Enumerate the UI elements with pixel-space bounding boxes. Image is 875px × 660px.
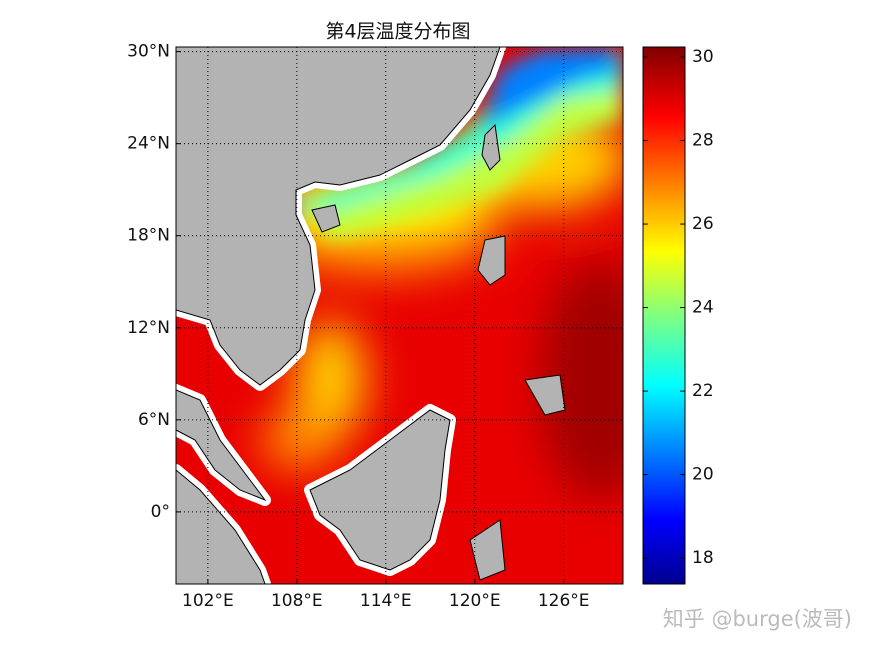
colorbar bbox=[642, 46, 686, 585]
colorbar-label: 22 bbox=[692, 381, 714, 401]
map-frame bbox=[175, 46, 624, 585]
land-masses bbox=[176, 47, 566, 584]
x-tick-label: 102°E bbox=[182, 591, 234, 611]
y-tick-label: 24°N bbox=[127, 134, 170, 154]
y-tick-label: 0° bbox=[151, 502, 170, 522]
x-tick-label: 120°E bbox=[449, 591, 501, 611]
y-tick-label: 18°N bbox=[127, 226, 170, 246]
y-tick-label: 30°N bbox=[127, 42, 170, 62]
watermark: 知乎 @burge(波哥) bbox=[663, 607, 852, 631]
x-tick-label: 114°E bbox=[360, 591, 412, 611]
colorbar-label: 28 bbox=[692, 131, 714, 151]
colorbar-label: 18 bbox=[692, 548, 714, 568]
y-tick-label: 12°N bbox=[127, 318, 170, 338]
colorbar-label: 30 bbox=[692, 47, 714, 67]
colorbar-label: 26 bbox=[692, 214, 714, 234]
colorbar-label: 20 bbox=[692, 465, 714, 485]
y-tick-label: 6°N bbox=[138, 410, 170, 430]
map-title: 第4层温度分布图 bbox=[325, 21, 470, 43]
x-tick-label: 126°E bbox=[538, 591, 590, 611]
x-tick-label: 108°E bbox=[271, 591, 323, 611]
colorbar-label: 24 bbox=[692, 298, 714, 318]
